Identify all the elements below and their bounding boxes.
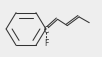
Text: C: C — [44, 25, 49, 34]
Text: F: F — [44, 38, 49, 47]
